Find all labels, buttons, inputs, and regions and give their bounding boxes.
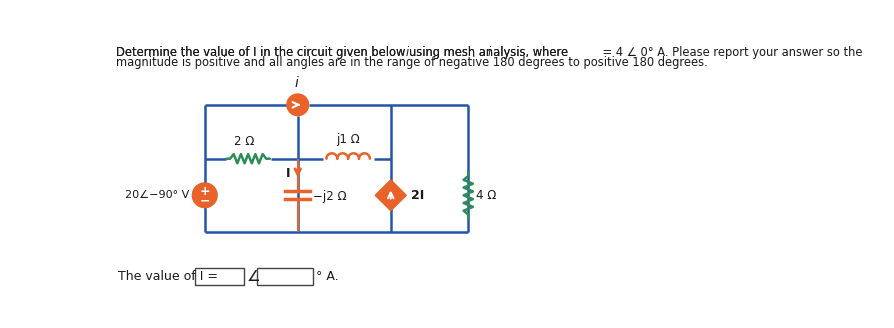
Circle shape bbox=[287, 94, 308, 115]
Text: magnitude is positive and all angles are in the range of negative 180 degrees to: magnitude is positive and all angles are… bbox=[116, 56, 708, 69]
Polygon shape bbox=[375, 180, 406, 211]
Text: I: I bbox=[285, 167, 290, 180]
Text: Determine the value of I in the circuit given below using mesh analysis, where  : Determine the value of I in the circuit … bbox=[116, 46, 863, 58]
Text: 4 Ω: 4 Ω bbox=[476, 189, 496, 202]
Text: i: i bbox=[487, 46, 491, 58]
Text: +: + bbox=[199, 185, 210, 198]
Text: −j2 Ω: −j2 Ω bbox=[313, 190, 347, 203]
Text: The value of I =: The value of I = bbox=[118, 270, 218, 283]
Text: 2I: 2I bbox=[411, 189, 424, 202]
Text: −: − bbox=[199, 194, 210, 207]
Text: j1 Ω: j1 Ω bbox=[336, 133, 360, 146]
Text: ° A.: ° A. bbox=[316, 270, 338, 283]
Text: ∠: ∠ bbox=[247, 269, 260, 284]
Text: i: i bbox=[294, 76, 298, 90]
Text: 2 Ω: 2 Ω bbox=[234, 135, 255, 148]
Text: i: i bbox=[405, 46, 409, 58]
FancyBboxPatch shape bbox=[257, 268, 313, 285]
Text: Determine the value of I in the circuit given below using mesh analysis, where: Determine the value of I in the circuit … bbox=[116, 46, 572, 58]
Circle shape bbox=[192, 183, 217, 208]
Text: 20∠−90° V: 20∠−90° V bbox=[125, 190, 190, 200]
FancyBboxPatch shape bbox=[196, 268, 243, 285]
